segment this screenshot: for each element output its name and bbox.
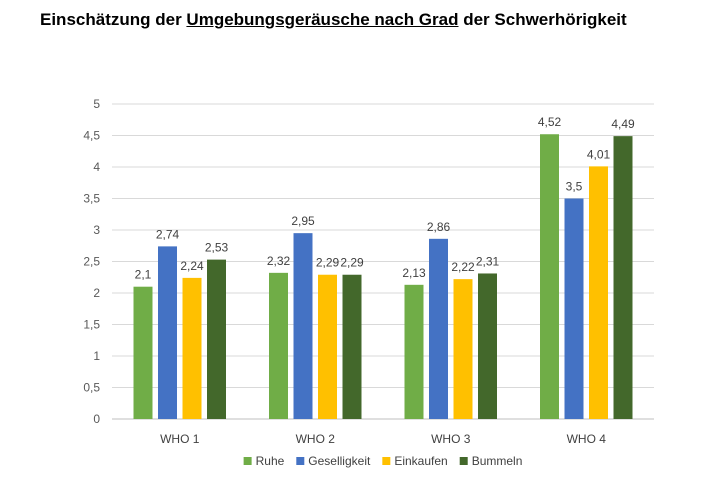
data-label: 2,53 bbox=[205, 241, 229, 255]
chart-title: Einschätzung der Umgebungsgeräusche nach… bbox=[40, 10, 627, 30]
bar bbox=[589, 166, 608, 419]
data-label: 2,31 bbox=[476, 254, 500, 268]
data-label: 2,24 bbox=[180, 259, 204, 273]
bar bbox=[540, 134, 559, 420]
bar bbox=[269, 272, 288, 419]
bar bbox=[613, 136, 633, 419]
data-label: 2,86 bbox=[427, 220, 451, 234]
y-tick-label: 3 bbox=[93, 223, 100, 237]
data-label: 2,1 bbox=[135, 268, 152, 282]
y-tick-label: 0 bbox=[93, 412, 100, 426]
legend-label: Geselligkeit bbox=[308, 454, 371, 468]
bar bbox=[342, 274, 362, 419]
category-label: WHO 2 bbox=[296, 432, 336, 446]
bar bbox=[207, 259, 226, 419]
legend-label: Ruhe bbox=[256, 454, 285, 468]
data-label: 2,95 bbox=[291, 214, 315, 228]
title-part-1: Einschätzung der bbox=[40, 10, 187, 29]
bar bbox=[133, 286, 153, 419]
y-tick-label: 4 bbox=[93, 160, 100, 174]
bar bbox=[404, 284, 424, 419]
y-tick-label: 1,5 bbox=[83, 318, 100, 332]
data-label: 2,29 bbox=[340, 256, 364, 270]
y-tick-label: 5 bbox=[93, 97, 100, 111]
bar bbox=[478, 273, 497, 419]
category-label: WHO 3 bbox=[431, 432, 471, 446]
data-label: 2,22 bbox=[451, 260, 475, 274]
data-label: 4,01 bbox=[587, 147, 611, 161]
bar bbox=[564, 198, 584, 419]
legend-label: Einkaufen bbox=[394, 454, 447, 468]
y-tick-label: 3,5 bbox=[83, 192, 100, 206]
data-label: 2,13 bbox=[402, 266, 426, 280]
data-label: 4,52 bbox=[538, 115, 562, 129]
bar bbox=[453, 279, 473, 419]
y-tick-label: 2 bbox=[93, 286, 100, 300]
category-label: WHO 1 bbox=[160, 432, 200, 446]
bar bbox=[293, 233, 313, 419]
legend-label: Bummeln bbox=[472, 454, 523, 468]
title-part-3: der Schwerhörigkeit bbox=[458, 10, 627, 29]
y-tick-label: 2,5 bbox=[83, 255, 100, 269]
y-tick-label: 0,5 bbox=[83, 381, 100, 395]
bar bbox=[182, 277, 202, 419]
legend-swatch bbox=[382, 457, 391, 465]
data-label: 3,5 bbox=[566, 180, 583, 194]
bar bbox=[318, 274, 337, 419]
y-tick-label: 4,5 bbox=[83, 129, 100, 143]
data-label: 2,74 bbox=[156, 227, 180, 241]
data-label: 2,32 bbox=[267, 254, 291, 268]
title-part-2: Umgebungsgeräusche nach Grad bbox=[186, 10, 459, 29]
legend-swatch bbox=[243, 457, 252, 465]
bar bbox=[158, 246, 177, 419]
data-label: 4,49 bbox=[611, 117, 635, 131]
y-tick-label: 1 bbox=[93, 349, 100, 363]
legend-swatch bbox=[296, 457, 305, 465]
bar bbox=[429, 238, 448, 419]
category-label: WHO 4 bbox=[567, 432, 607, 446]
data-label: 2,29 bbox=[316, 256, 340, 270]
legend-swatch bbox=[459, 457, 468, 465]
